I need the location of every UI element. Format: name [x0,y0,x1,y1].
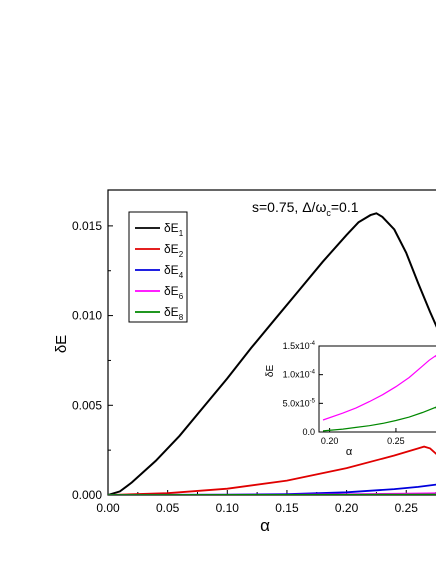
legend-label-1: δE1 [164,221,184,238]
x-tick-label: 0.20 [335,501,359,515]
inset-series-group [322,354,436,432]
x-tick-label: 0.00 [96,501,120,515]
y-axis-label: δE [53,335,70,353]
main-axis-ticks: 0.00 0.05 0.10 0.15 0.20 0.25 0.000 0.005 0.010 0… [72,219,436,515]
inset-plot-frame [318,345,436,433]
legend-label-4: δE4 [164,263,184,280]
inset-y-tick-label: 0.0 [302,427,315,437]
legend-label-8: δE8 [164,305,184,322]
inset-series-line-0 [322,354,436,421]
series-line-8 [108,493,436,495]
inset-y-tick-label: 5.0x10-5 [283,398,316,408]
y-tick-label: 0.005 [72,398,102,412]
inset-background [319,346,436,432]
annotation-part-b: =0.1 [331,199,359,215]
y-tick-label: 0.015 [72,219,102,233]
legend-label-6: δE6 [164,284,184,301]
series-line-1 [108,212,436,495]
inset-chart: 0.200.250.20.05.0x10-51.0x10-41.5x10-4 α… [265,341,436,458]
inset-x-tick-label: 0.25 [387,436,405,446]
main-series-group [108,212,436,495]
y-tick-label: 0.000 [72,488,102,502]
inset-x-axis-label: α [346,446,353,458]
inset-y-tick-label: 1.0x10-4 [283,370,316,380]
series-line-2 [108,445,436,495]
chart-annotation: s=0.75, Δ/ωc=0.1 [252,199,359,218]
annotation-subscript: c [326,208,331,218]
x-tick-label: 0.10 [216,501,240,515]
legend-box [128,211,188,323]
legend-label-2: δE2 [164,242,184,259]
inset-series-line-1 [322,406,436,432]
inset-y-tick-label: 1.5x10-4 [283,341,316,351]
x-tick-label: 0.25 [395,501,419,515]
inset-x-tick-label: 0.20 [321,436,339,446]
inset-y-axis-label: δE [265,365,276,378]
x-axis-label: α [260,516,270,535]
legend: δE1 δE2 δE4 δE6 δE8 [128,211,188,323]
x-tick-label: 0.15 [275,501,299,515]
x-tick-label: 0.05 [156,501,180,515]
y-tick-label: 0.010 [72,309,102,323]
annotation-part-a: s=0.75, Δ/ω [252,199,326,215]
inset-axis-ticks: 0.200.250.20.05.0x10-51.0x10-41.5x10-4 [283,341,405,446]
legend-items: δE1 δE2 δE4 δE6 δE8 [135,221,184,322]
